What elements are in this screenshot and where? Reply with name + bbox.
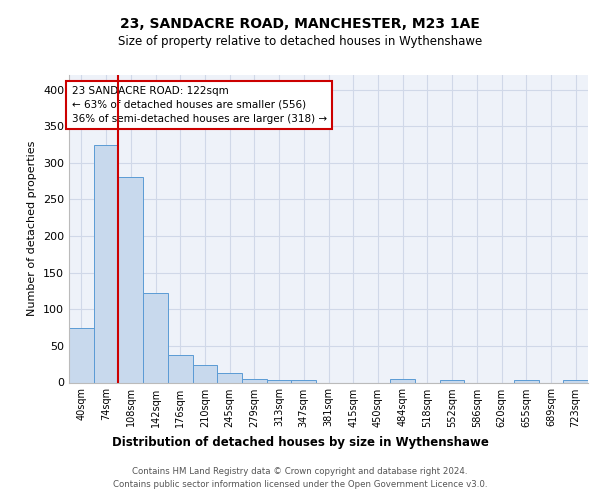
Bar bbox=[143, 293, 168, 382]
Bar bbox=[69, 328, 94, 382]
Bar bbox=[94, 144, 118, 382]
Bar bbox=[267, 380, 292, 382]
Bar bbox=[193, 365, 217, 382]
Bar bbox=[514, 380, 539, 382]
Text: 23 SANDACRE ROAD: 122sqm
← 63% of detached houses are smaller (556)
36% of semi-: 23 SANDACRE ROAD: 122sqm ← 63% of detach… bbox=[71, 86, 327, 124]
Text: Size of property relative to detached houses in Wythenshawe: Size of property relative to detached ho… bbox=[118, 35, 482, 48]
Bar bbox=[168, 354, 193, 382]
Bar bbox=[292, 380, 316, 382]
Bar bbox=[563, 380, 588, 382]
Text: Contains HM Land Registry data © Crown copyright and database right 2024.
Contai: Contains HM Land Registry data © Crown c… bbox=[113, 468, 487, 489]
Bar bbox=[242, 379, 267, 382]
Bar bbox=[440, 380, 464, 382]
Text: Distribution of detached houses by size in Wythenshawe: Distribution of detached houses by size … bbox=[112, 436, 488, 449]
Y-axis label: Number of detached properties: Number of detached properties bbox=[28, 141, 37, 316]
Bar bbox=[118, 178, 143, 382]
Bar bbox=[217, 373, 242, 382]
Text: 23, SANDACRE ROAD, MANCHESTER, M23 1AE: 23, SANDACRE ROAD, MANCHESTER, M23 1AE bbox=[120, 18, 480, 32]
Bar bbox=[390, 379, 415, 382]
